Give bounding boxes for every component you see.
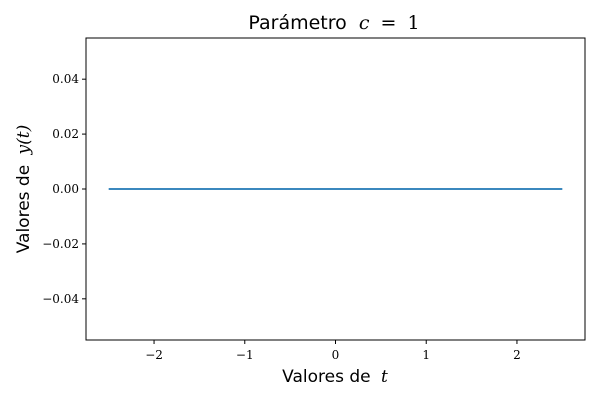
y-axis-ticks: 0.04 0.02 0.00 −0.02 −0.04: [42, 72, 86, 306]
x-tick-label: 0: [332, 348, 340, 362]
chart-title-val: 1: [408, 12, 420, 34]
x-axis-ticks: −2 −1 0 1 2: [145, 340, 521, 362]
chart-title: Parámetro c = 1: [248, 12, 419, 34]
y-tick-label: −0.02: [42, 237, 79, 251]
y-tick-label: −0.04: [42, 292, 79, 306]
y-tick-label: 0.04: [52, 72, 79, 86]
y-axis-label-text: Valores de: [14, 165, 34, 253]
y-axis-label: Valores de y(t): [14, 125, 34, 254]
x-axis-label-var: t: [381, 367, 388, 387]
x-tick-label: 2: [513, 348, 521, 362]
x-tick-label: −2: [145, 348, 163, 362]
x-tick-label: −1: [236, 348, 254, 362]
x-tick-label: 1: [422, 348, 430, 362]
y-axis-label-var: y(t): [14, 125, 34, 156]
x-axis-label: Valores de t: [282, 367, 388, 387]
chart-title-op: =: [381, 12, 397, 34]
chart-title-text: Parámetro: [248, 12, 346, 34]
x-axis-label-text: Valores de: [282, 367, 370, 387]
y-tick-label: 0.00: [52, 182, 79, 196]
y-tick-label: 0.02: [52, 127, 79, 141]
chart-title-var: c: [359, 12, 370, 34]
